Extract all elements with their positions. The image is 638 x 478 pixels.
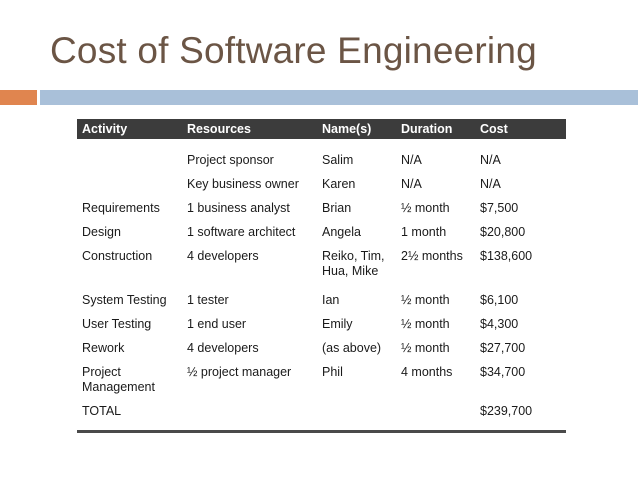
cell-names: (as above): [322, 341, 382, 355]
cell-activity: [77, 168, 182, 192]
table-row: Key business owner Karen N/A N/A: [77, 168, 566, 192]
cell-names: Salim: [322, 153, 354, 167]
cell-names: Brian: [322, 201, 352, 215]
table-row: Rework 4 developers (as above) ½ month $…: [77, 332, 566, 356]
cell-activity: Design: [82, 225, 121, 239]
table-row: Construction 4 developers Reiko, Tim, Hu…: [77, 240, 566, 279]
cell-resources: 1 end user: [187, 317, 247, 331]
table-row: Requirements 1 business analyst Brian ½ …: [77, 192, 566, 216]
cell-activity: Requirements: [82, 201, 160, 215]
cell-names: Phil: [322, 365, 343, 379]
cell-resources: 1 business analyst: [187, 201, 290, 215]
cell-cost: $34,700: [480, 365, 526, 379]
header-cost: Cost: [475, 119, 566, 139]
cell-duration: [396, 395, 475, 433]
cell-cost: $239,700: [480, 404, 533, 418]
cell-activity: [77, 139, 182, 168]
cell-resources: Key business owner: [187, 177, 299, 191]
cell-duration: 4 months: [401, 365, 453, 379]
blue-accent-bar: [40, 90, 638, 105]
cell-duration: N/A: [401, 153, 422, 167]
cell-cost: $138,600: [480, 249, 533, 263]
cell-cost: $7,500: [480, 201, 519, 215]
table-row: System Testing 1 tester Ian ½ month $6,1…: [77, 279, 566, 308]
table-row: Project sponsor Salim N/A N/A: [77, 139, 566, 168]
cell-names: Karen: [322, 177, 356, 191]
header-duration: Duration: [396, 119, 475, 139]
cell-resources: ½ project manager: [187, 365, 292, 379]
table-total-row: TOTAL $239,700: [77, 395, 566, 433]
table-row: Project Management ½ project manager Phi…: [77, 356, 566, 395]
cell-duration: 2½ months: [401, 249, 463, 263]
cell-names: Ian: [322, 293, 340, 307]
cell-duration: ½ month: [401, 341, 450, 355]
table-row: User Testing 1 end user Emily ½ month $4…: [77, 308, 566, 332]
cell-names: [317, 395, 396, 433]
cell-resources: Project sponsor: [187, 153, 274, 167]
cell-duration: ½ month: [401, 293, 450, 307]
cell-duration: 1 month: [401, 225, 447, 239]
cell-names: Emily: [322, 317, 353, 331]
cell-activity: Project Management: [82, 365, 155, 394]
cell-duration: ½ month: [401, 317, 450, 331]
cell-resources: 4 developers: [187, 249, 259, 263]
header-names: Name(s): [317, 119, 396, 139]
header-resources: Resources: [182, 119, 317, 139]
header-activity: Activity: [77, 119, 182, 139]
cell-cost: $6,100: [480, 293, 519, 307]
cell-cost: $20,800: [480, 225, 526, 239]
cost-table: Activity Resources Name(s) Duration Cost…: [77, 119, 566, 433]
cell-resources: 1 tester: [187, 293, 229, 307]
orange-accent-bar: [0, 90, 37, 105]
cell-names: Reiko, Tim, Hua, Mike: [322, 249, 385, 278]
table-bottom-rule: [77, 430, 566, 433]
cell-cost: N/A: [480, 177, 501, 191]
cell-cost: $4,300: [480, 317, 519, 331]
cell-activity: User Testing: [82, 317, 152, 331]
cell-duration: ½ month: [401, 201, 450, 215]
cell-resources: [182, 395, 317, 433]
table-row: Design 1 software architect Angela 1 mon…: [77, 216, 566, 240]
cell-names: Angela: [322, 225, 361, 239]
cell-cost: N/A: [480, 153, 501, 167]
cell-cost: $27,700: [480, 341, 526, 355]
slide-title: Cost of Software Engineering: [50, 30, 537, 71]
table-header-row: Activity Resources Name(s) Duration Cost: [77, 119, 566, 139]
cell-activity: Construction: [82, 249, 153, 263]
cell-activity: Rework: [82, 341, 125, 355]
cell-resources: 4 developers: [187, 341, 259, 355]
cell-duration: N/A: [401, 177, 422, 191]
cell-activity: TOTAL: [82, 404, 122, 418]
cell-resources: 1 software architect: [187, 225, 296, 239]
cell-activity: System Testing: [82, 293, 167, 307]
